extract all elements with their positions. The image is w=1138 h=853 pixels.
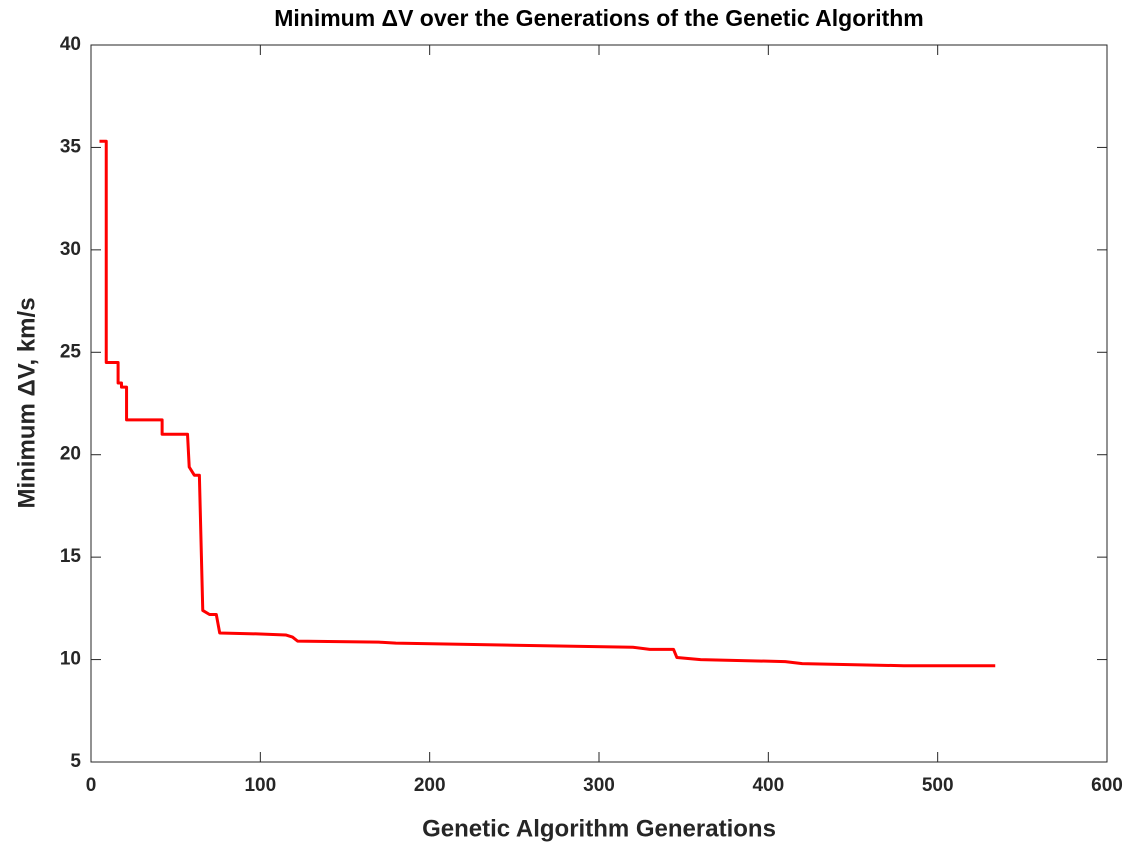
- x-axis-label: Genetic Algorithm Generations: [422, 815, 776, 842]
- y-tick-label: 15: [60, 546, 82, 567]
- y-tick-label: 5: [70, 751, 81, 772]
- x-tick-label: 600: [1091, 775, 1123, 796]
- y-tick-label: 25: [60, 341, 82, 362]
- y-tick-label: 20: [60, 444, 81, 465]
- y-axis-label: Minimum ΔV, km/s: [13, 297, 40, 508]
- data-line: [99, 139, 996, 668]
- x-tick-label: 500: [922, 775, 954, 796]
- x-tick-label: 100: [244, 775, 276, 796]
- y-tick-label: 30: [60, 239, 81, 260]
- y-tick-label: 10: [60, 649, 81, 670]
- y-tick-label: 35: [60, 136, 82, 157]
- x-tick-label: 300: [583, 775, 615, 796]
- chart-title: Minimum ΔV over the Generations of the G…: [274, 5, 924, 31]
- plot-area: [90, 44, 1108, 763]
- x-tick-label: 200: [414, 775, 446, 796]
- x-tick-label: 0: [86, 775, 97, 796]
- x-tick-label: 400: [752, 775, 784, 796]
- y-tick-label: 40: [60, 34, 81, 55]
